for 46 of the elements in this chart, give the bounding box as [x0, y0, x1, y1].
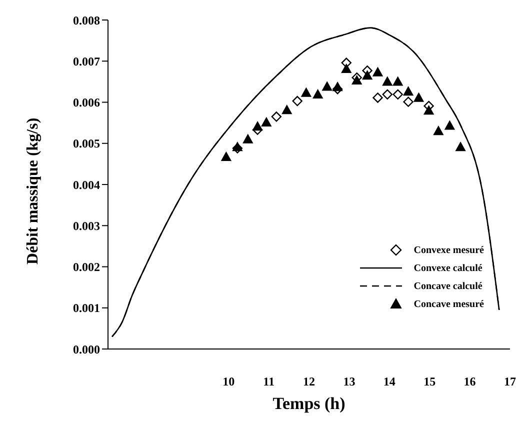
y-tick-label: 0.001 — [73, 301, 100, 316]
point — [382, 89, 392, 100]
x-axis-title: Temps (h) — [272, 394, 346, 413]
point — [372, 67, 383, 76]
y-tick-label: 0.006 — [73, 96, 100, 110]
y-tick-label: 0.005 — [73, 136, 100, 151]
point — [341, 58, 352, 68]
point — [382, 76, 392, 86]
point — [372, 92, 383, 103]
point — [312, 89, 323, 99]
legend-label: Concave calculé — [414, 280, 482, 292]
y-tick-label: 0.007 — [73, 54, 100, 68]
point — [301, 88, 312, 97]
point — [433, 126, 444, 136]
point — [392, 76, 403, 86]
point — [271, 112, 282, 122]
x-tick-label: 13 — [343, 374, 356, 389]
x-tick-label: 14 — [383, 374, 396, 389]
x-tick-label: 10 — [222, 374, 235, 389]
legend-label: Convexe calculé — [414, 262, 482, 274]
point — [242, 134, 253, 144]
x-tick-label: 15 — [424, 374, 436, 389]
point — [221, 152, 232, 162]
point — [282, 105, 292, 114]
x-tick-label: 11 — [263, 374, 274, 389]
legend-label: Convexe mesuré — [414, 244, 484, 256]
point — [261, 117, 272, 126]
y-tick-label: 0.002 — [73, 260, 100, 274]
point — [456, 142, 466, 152]
x-tick-label: 17 — [504, 374, 516, 389]
x-tick-label: 16 — [464, 374, 476, 389]
point — [292, 96, 302, 106]
x-tick-label: 12 — [303, 374, 315, 389]
point — [322, 82, 332, 91]
point — [414, 92, 424, 102]
point — [403, 86, 414, 96]
point — [392, 89, 403, 100]
y-tick-label: 0.000 — [73, 342, 100, 356]
point — [444, 120, 455, 130]
legend-label: Concave mesuré — [414, 298, 484, 310]
y-axis-title: Débit massique (kg/s) — [24, 118, 42, 264]
point — [341, 64, 352, 74]
point — [403, 96, 414, 107]
y-tick-label: 0.004 — [73, 178, 100, 192]
y-tick-label: 0.008 — [73, 13, 100, 28]
y-tick-label: 0.003 — [73, 218, 100, 233]
